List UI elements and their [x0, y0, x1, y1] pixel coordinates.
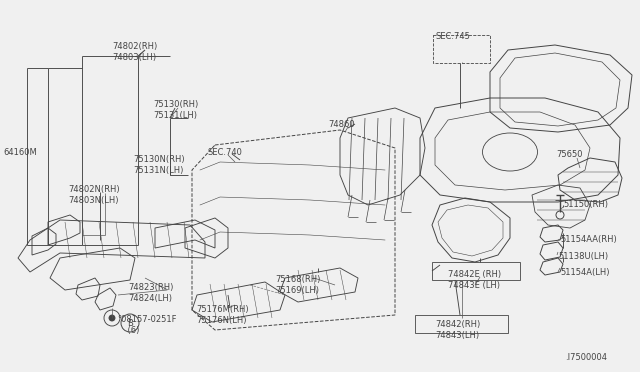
Text: 75130N(RH)
75131N(LH): 75130N(RH) 75131N(LH) [133, 155, 184, 175]
Text: 51150(RH): 51150(RH) [563, 200, 608, 209]
Text: 74802N(RH)
74803N(LH): 74802N(RH) 74803N(LH) [68, 185, 120, 205]
Text: 74842(RH)
74843(LH): 74842(RH) 74843(LH) [435, 320, 480, 340]
Text: B: B [127, 318, 133, 327]
Text: 75168(RH)
75169(LH): 75168(RH) 75169(LH) [275, 275, 321, 295]
Text: SEC.740: SEC.740 [208, 148, 243, 157]
Text: 51154AA(RH): 51154AA(RH) [560, 235, 617, 244]
Text: SEC.745: SEC.745 [435, 32, 470, 41]
Text: 75130(RH)
75131(LH): 75130(RH) 75131(LH) [153, 100, 198, 120]
Text: 74802(RH)
74803(LH): 74802(RH) 74803(LH) [112, 42, 157, 62]
Text: .I7500004: .I7500004 [565, 353, 607, 362]
Text: 51154A(LH): 51154A(LH) [560, 268, 609, 277]
Text: 74842E (RH)
74843E (LH): 74842E (RH) 74843E (LH) [448, 270, 501, 290]
Text: 51138U(LH): 51138U(LH) [558, 252, 608, 261]
Text: 75176M(RH)
75176N(LH): 75176M(RH) 75176N(LH) [196, 305, 248, 325]
Text: 64160M: 64160M [3, 148, 36, 157]
Text: 75650: 75650 [556, 150, 582, 159]
Text: 74823(RH)
74824(LH): 74823(RH) 74824(LH) [128, 283, 173, 303]
Circle shape [109, 315, 115, 321]
Text: 74860: 74860 [328, 120, 355, 129]
Text: °08157-0251F
    (6): °08157-0251F (6) [117, 315, 177, 335]
